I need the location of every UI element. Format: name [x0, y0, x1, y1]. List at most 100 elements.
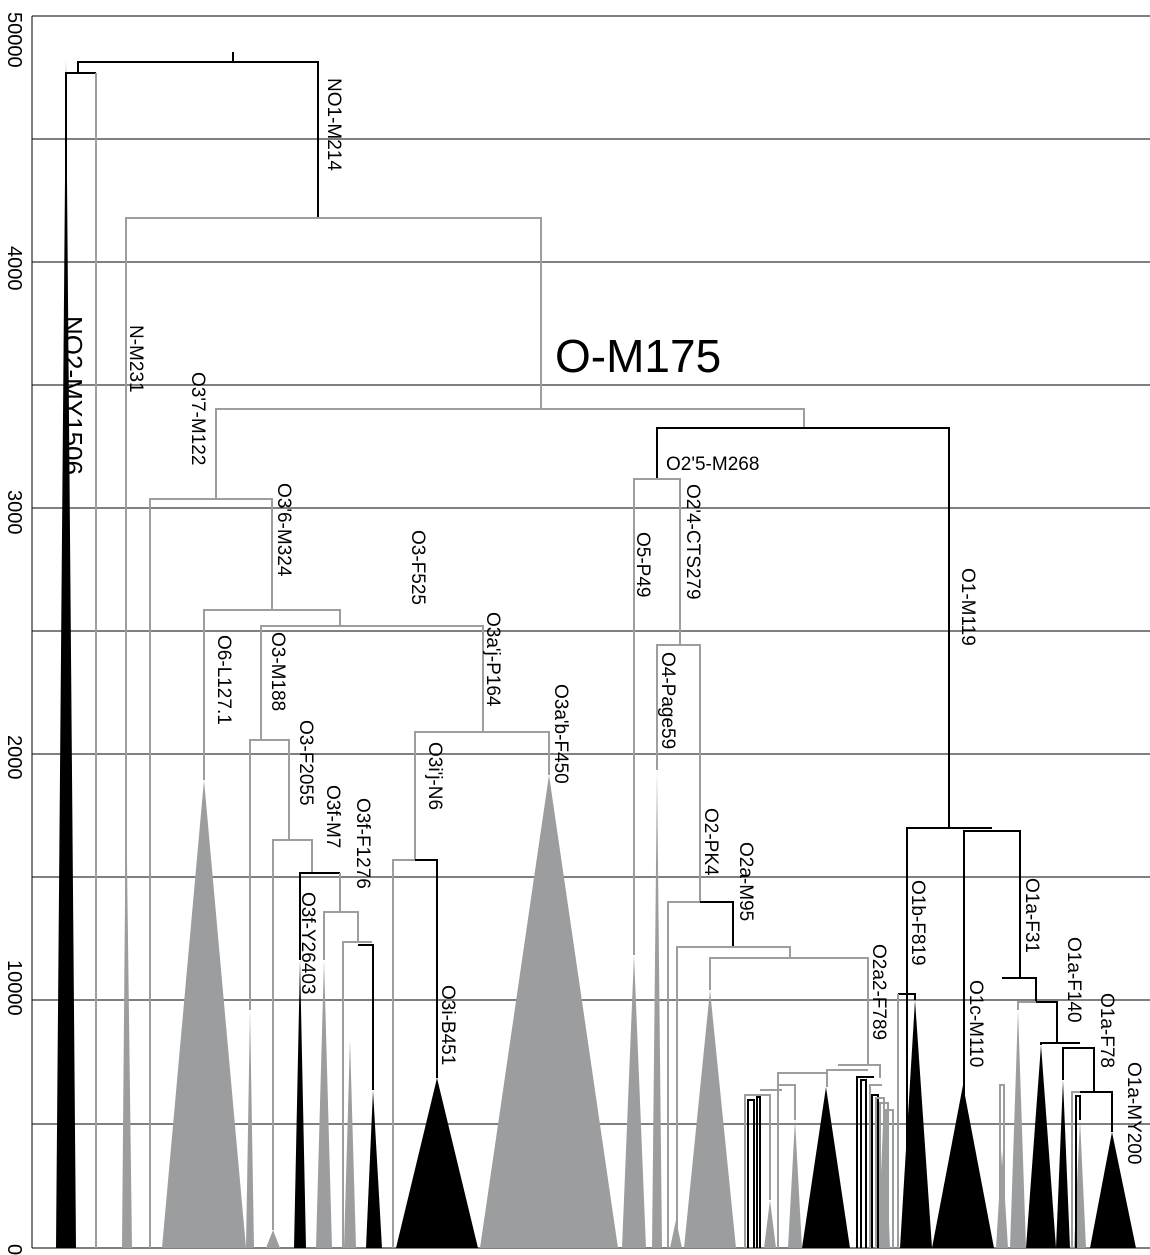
y-tick-label: 3000 — [3, 490, 25, 535]
label-o36-m324: O3'6-M324 — [273, 483, 294, 577]
branch — [869, 1084, 882, 1248]
label-o1a-f31: O1a-F31 — [1021, 878, 1042, 953]
clade-triangle — [480, 775, 618, 1248]
branch — [342, 941, 372, 1248]
label-o3aj-p164: O3a'j-P164 — [482, 612, 503, 707]
branch — [656, 427, 950, 828]
clade-triangle — [396, 1078, 478, 1248]
branch — [747, 1099, 755, 1248]
branch — [709, 957, 869, 1065]
clade-triangle — [1026, 1045, 1056, 1248]
branch — [215, 408, 805, 499]
label-o1a-f140: O1a-F140 — [1063, 937, 1084, 1023]
branch — [1080, 1091, 1113, 1132]
clade-triangle — [1056, 1080, 1070, 1248]
branch — [633, 478, 681, 955]
label-o1a-f78: O1a-F78 — [1096, 993, 1117, 1068]
label-o6-l127: O6-L127.1 — [213, 635, 234, 725]
label-o3-f525: O3-F525 — [407, 530, 428, 605]
branch — [826, 1069, 868, 1087]
label-o1-m119: O1-M119 — [957, 568, 978, 646]
label-o1b-f819: O1b-F819 — [907, 880, 928, 966]
branch — [65, 72, 96, 1248]
label-o2-pk4: O2-PK4 — [700, 808, 721, 876]
clade-triangle — [1010, 1010, 1026, 1248]
branch — [414, 731, 550, 860]
label-n-m231: N-M231 — [125, 325, 146, 393]
y-axis-ticks: 0 10000 2000 3000 4000 50000 — [3, 12, 25, 1255]
label-o3f-m7: O3f-M7 — [322, 785, 343, 848]
branch — [778, 1084, 796, 1120]
clade-triangle — [764, 1200, 776, 1248]
branch — [756, 1096, 761, 1248]
label-o25-m268: O2'5-M268 — [666, 454, 759, 475]
clade-triangle — [366, 1090, 382, 1248]
branch — [667, 901, 700, 1248]
branch — [860, 1079, 867, 1248]
clade-triangle — [802, 1087, 850, 1248]
branch — [999, 1084, 1005, 1248]
label-o3-m188: O3-M188 — [267, 632, 288, 711]
branch — [358, 944, 374, 1090]
branch — [885, 1109, 894, 1248]
branch — [249, 739, 290, 1010]
branches — [65, 52, 1113, 1248]
branch — [149, 498, 273, 1248]
branch — [838, 1064, 881, 1078]
clade-triangle — [246, 1010, 254, 1248]
label-no1-m214: NO1-M214 — [323, 78, 344, 171]
branch — [879, 1102, 889, 1248]
branch — [260, 625, 484, 740]
branch — [299, 872, 340, 960]
clade-triangle — [294, 960, 306, 1248]
clade-triangle — [1090, 1132, 1136, 1248]
branch — [744, 1094, 771, 1248]
label-o5-p49: O5-P49 — [632, 532, 653, 597]
branch — [875, 1097, 885, 1248]
branch — [1040, 1042, 1080, 1045]
y-tick-label: 2000 — [3, 735, 25, 780]
clade-triangle — [266, 1230, 280, 1248]
branch — [323, 911, 359, 960]
branch — [700, 901, 734, 947]
label-o24-cts279: O2'4-CTS279 — [682, 484, 703, 600]
clade-triangle — [652, 770, 662, 1248]
label-o37-m122: O3'7-M122 — [187, 372, 208, 465]
clade-triangle — [788, 1120, 802, 1248]
branch — [1075, 1095, 1081, 1248]
label-no2-my1506: NO2-MY1506 — [58, 316, 88, 475]
branch — [777, 1072, 827, 1248]
branch — [1002, 977, 1037, 1002]
branch — [1017, 1001, 1036, 1010]
branch — [415, 859, 438, 1078]
label-o3ij-n6: O3i'j-N6 — [424, 742, 445, 810]
branch — [272, 839, 313, 1230]
label-o3-f2055: O3-F2055 — [295, 720, 316, 806]
y-tick-label: 0 — [3, 1244, 25, 1255]
branch — [77, 61, 319, 218]
label-o3i-b451: O3i-B451 — [437, 985, 458, 1065]
branch — [1062, 1047, 1095, 1092]
label-o2a-m95: O2a-M95 — [735, 842, 756, 921]
branch — [656, 644, 701, 902]
label-o1a-my200: O1a-MY200 — [1123, 1062, 1144, 1164]
branch — [676, 946, 791, 1248]
label-o3f-y26403: O3f-Y26403 — [297, 892, 318, 994]
y-tick-label: 10000 — [3, 960, 25, 1016]
label-o4-page59: O4-Page59 — [657, 652, 678, 749]
branch — [871, 1094, 879, 1248]
clade-triangle — [684, 990, 736, 1248]
title-o-m175: O-M175 — [555, 330, 721, 382]
branch — [392, 859, 415, 1248]
clade-triangle — [996, 1150, 1008, 1248]
label-o2a2-f789: O2a2-F789 — [868, 944, 889, 1040]
clade-triangles — [56, 60, 1136, 1248]
branch — [856, 1076, 874, 1248]
clade-triangle — [316, 960, 332, 1248]
branch — [898, 993, 916, 1000]
clade-triangle — [344, 1040, 356, 1248]
y-tick-label: 50000 — [3, 12, 25, 68]
y-tick-label: 4000 — [3, 246, 25, 291]
clade-triangle — [622, 955, 646, 1248]
